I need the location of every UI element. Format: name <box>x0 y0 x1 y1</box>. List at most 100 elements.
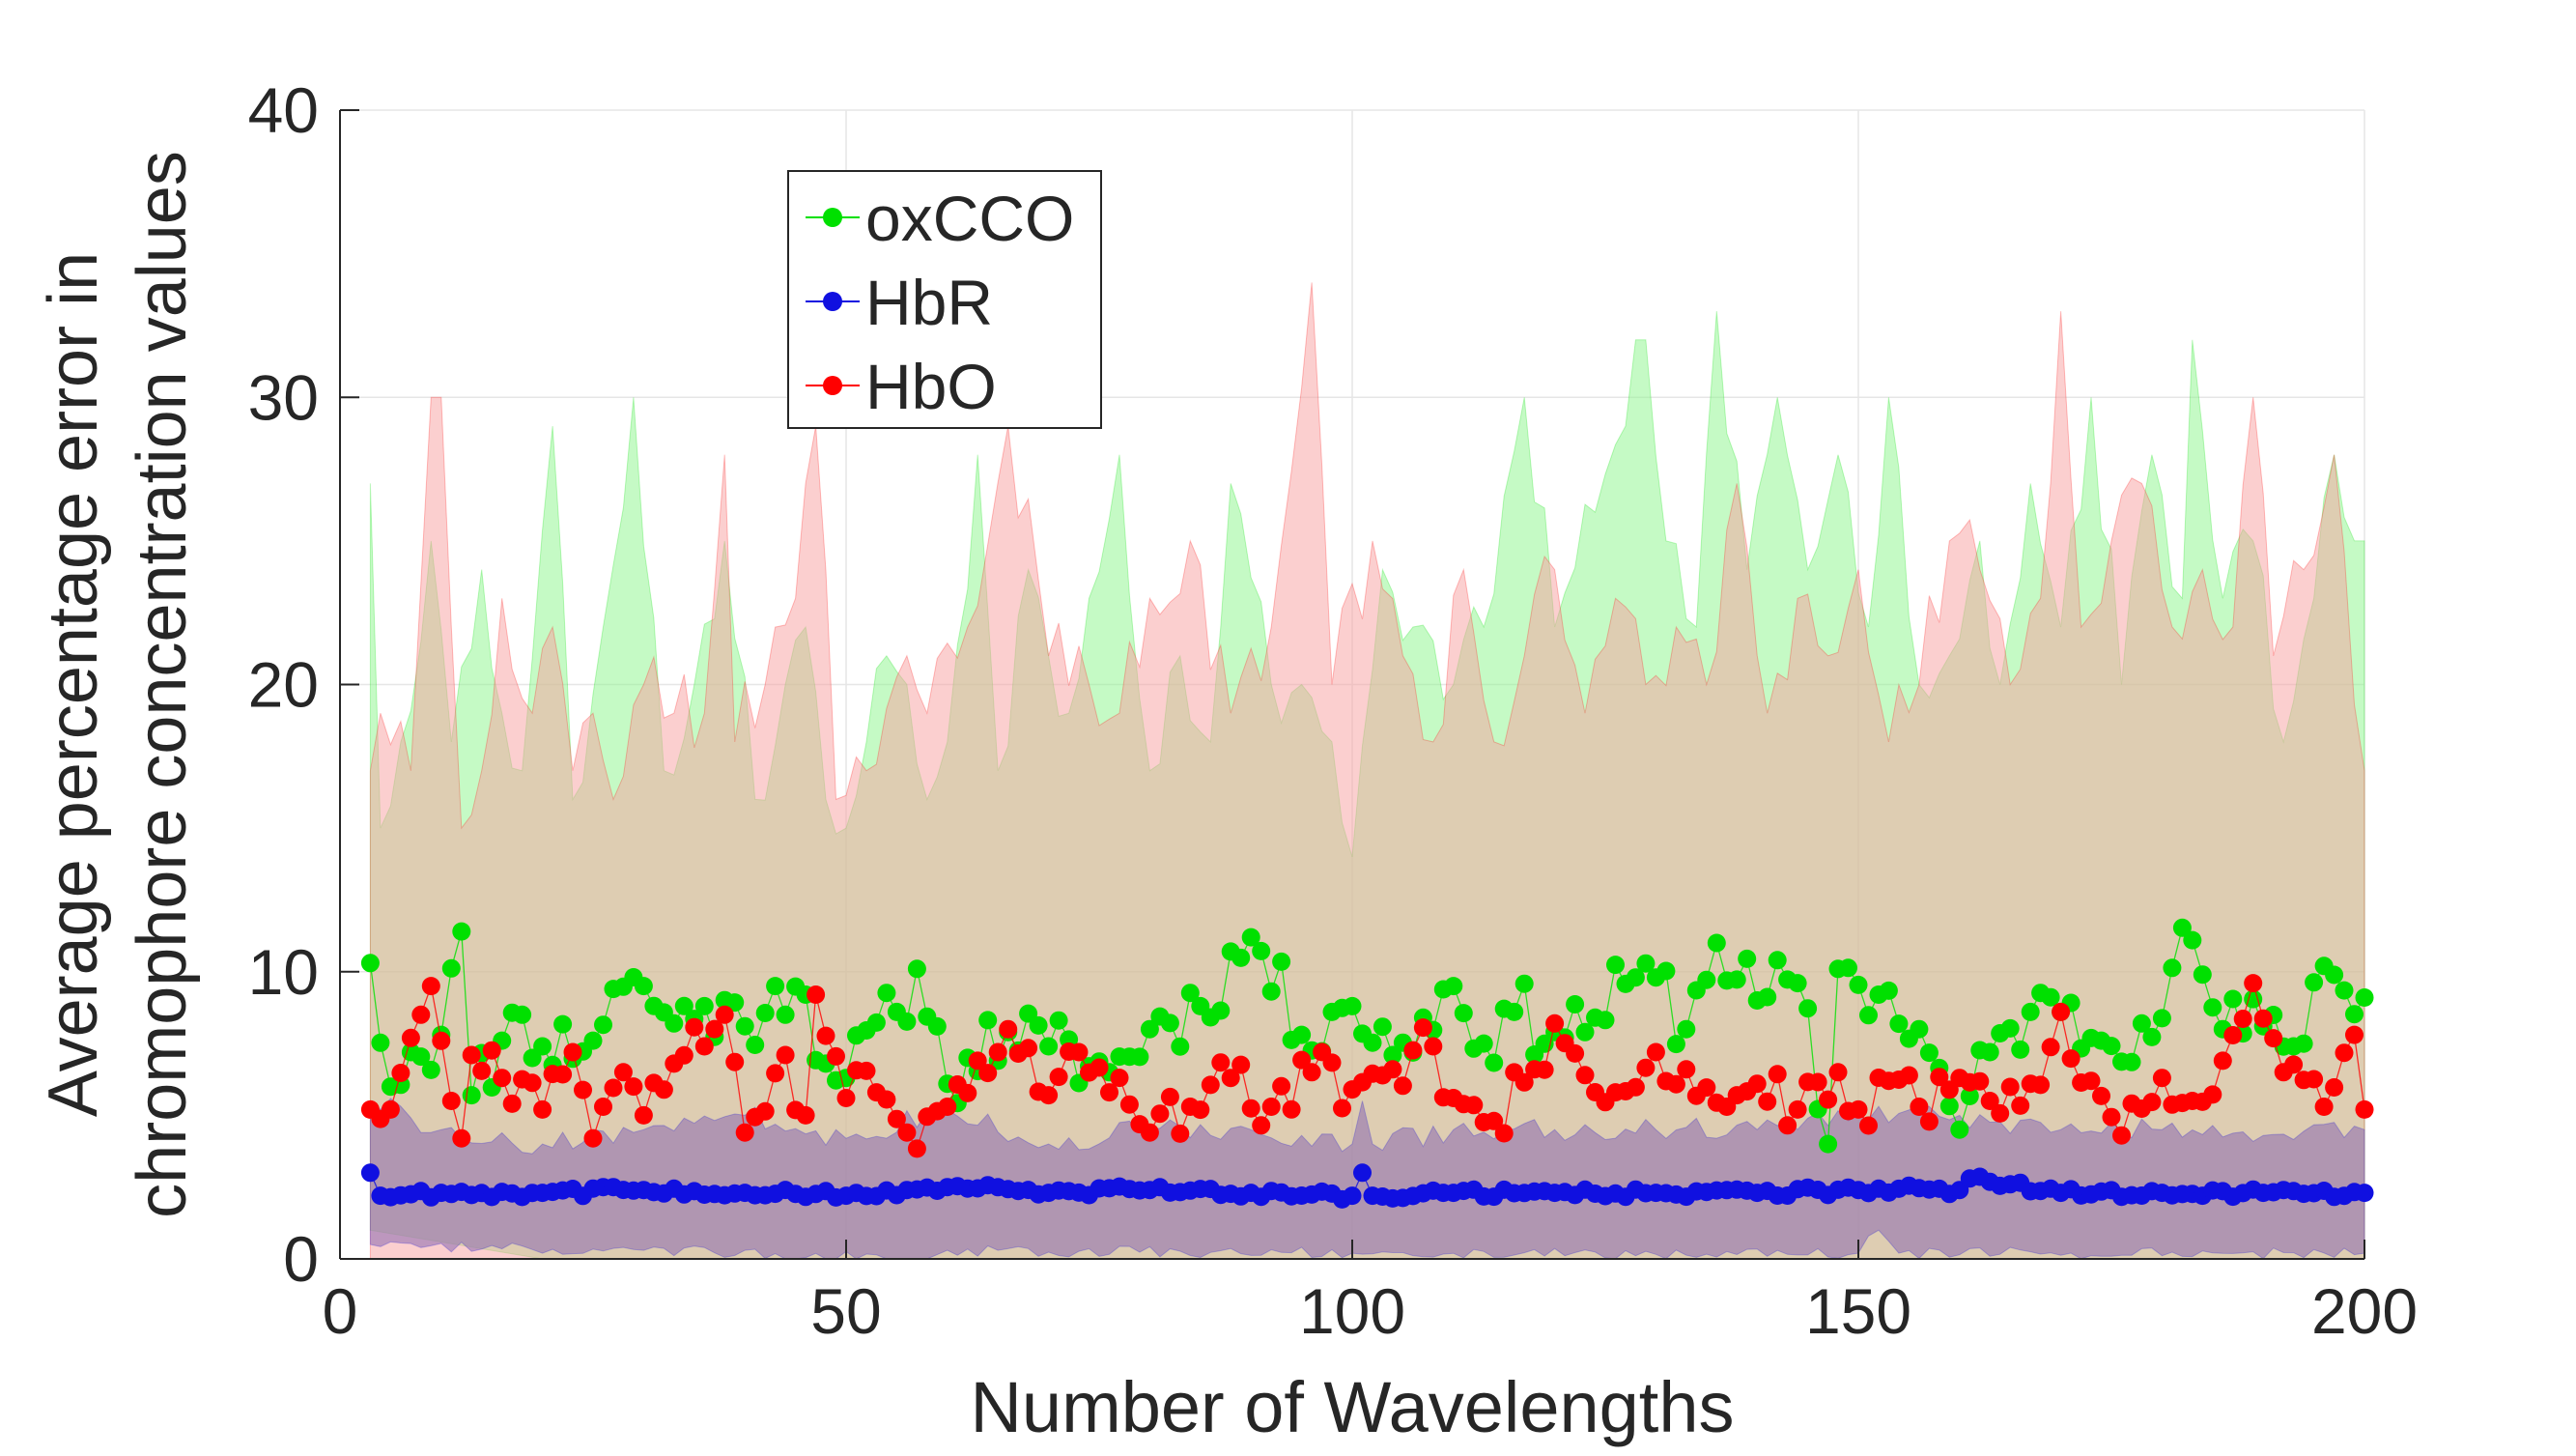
HbO-point <box>1677 1060 1696 1079</box>
oxCCO-point <box>553 1014 573 1034</box>
oxCCO-point <box>1566 995 1585 1013</box>
axes: 0 50 100 150 200 0 10 20 30 40 Number of Wavelengt… <box>35 74 2418 1447</box>
oxCCO-point <box>1272 952 1291 971</box>
oxCCO-point <box>533 1037 552 1056</box>
oxCCO-point <box>1029 1015 1048 1035</box>
HbO-point <box>472 1061 492 1080</box>
HbO-point <box>1849 1099 1868 1119</box>
y-tick-label: 20 <box>248 649 319 721</box>
legend: oxCCO HbR HbO <box>787 170 1102 429</box>
oxCCO-point <box>1160 1013 1179 1033</box>
oxCCO-point <box>583 1031 603 1050</box>
oxCCO-point <box>766 977 785 996</box>
HbO-point <box>1535 1060 1554 1079</box>
oxCCO-point <box>1839 958 1857 978</box>
oxCCO-point <box>1171 1037 1190 1056</box>
HbO-point <box>1778 1116 1798 1135</box>
x-tick-label: 50 <box>810 1275 881 1347</box>
HbO-point <box>807 985 826 1004</box>
HbO-point <box>1191 1100 1210 1120</box>
HbO-point <box>583 1128 603 1148</box>
HbO-point <box>755 1101 775 1121</box>
HbO-point <box>1241 1099 1260 1118</box>
HbO-point <box>1646 1042 1665 1062</box>
HbO-point <box>1393 1076 1412 1096</box>
HbO-point <box>1413 1018 1432 1038</box>
HbO-point <box>694 1037 714 1056</box>
HbO-point <box>999 1019 1018 1039</box>
HbO-point <box>938 1098 957 1116</box>
series-lines <box>360 918 2374 1209</box>
HbO-point <box>2152 1069 2171 1088</box>
oxCCO-point <box>1939 1097 1959 1116</box>
HbO-point <box>1322 1053 1342 1072</box>
HbO-point <box>2264 1029 2283 1048</box>
oxCCO-point <box>1049 1011 1068 1030</box>
y-tick-label: 10 <box>248 936 319 1008</box>
HbO-point <box>401 1028 420 1047</box>
oxCCO-point <box>452 922 471 941</box>
HbO-point <box>907 1139 926 1158</box>
HbO-point <box>1930 1068 1949 1087</box>
HbO-point <box>827 1046 845 1066</box>
HbO-point <box>2213 1051 2232 1071</box>
HbO-point <box>776 1045 795 1065</box>
HbO-point <box>452 1128 471 1148</box>
HbO-point <box>2244 974 2263 993</box>
HbO-point <box>2000 1077 2020 1097</box>
HbO-point <box>685 1017 704 1037</box>
oxCCO-point <box>1241 928 1260 947</box>
HbO-point <box>1788 1099 1807 1119</box>
oxCCO-point <box>2000 1018 2020 1038</box>
HbO-point <box>715 1005 734 1024</box>
HbO-point <box>1333 1099 1351 1118</box>
HbO-point <box>391 1064 410 1082</box>
HbO-point <box>502 1094 522 1113</box>
HbO-point <box>2112 1126 2131 1145</box>
oxCCO-point <box>1677 1019 1696 1039</box>
HbO-point <box>1828 1063 1848 1082</box>
HbO-point <box>1221 1069 1240 1088</box>
HbO-point <box>553 1065 573 1084</box>
oxCCO-point <box>2335 981 2354 1000</box>
HbO-point <box>2203 1085 2222 1104</box>
oxCCO-point <box>1919 1043 1939 1063</box>
oxCCO-point <box>725 993 745 1013</box>
HbO-point <box>604 1078 623 1098</box>
oxCCO-point <box>2244 989 2263 1009</box>
oxCCO-point <box>877 984 896 1003</box>
oxCCO-point <box>755 1004 775 1022</box>
oxCCO-point <box>1596 1011 1615 1030</box>
oxCCO-point <box>2223 989 2243 1009</box>
oxCCO-point <box>907 959 926 979</box>
HbO-point <box>1231 1055 1251 1074</box>
HbO-point <box>2355 1099 2374 1119</box>
oxCCO-point <box>411 1047 431 1067</box>
HbO-point <box>887 1109 906 1128</box>
oxCCO-point <box>441 958 461 978</box>
oxCCO-point <box>1505 1002 1524 1021</box>
oxCCO-point <box>513 1005 532 1024</box>
oxCCO-point <box>2345 1005 2364 1024</box>
HbO-point <box>654 1080 673 1099</box>
HbO-point <box>2142 1093 2162 1112</box>
oxCCO-point <box>1666 1035 1685 1054</box>
HbO-point <box>2335 1043 2354 1063</box>
HbO-point <box>1090 1058 1109 1077</box>
HbO-point <box>523 1073 542 1093</box>
HbO-point <box>574 1080 592 1099</box>
HbO-point <box>1819 1090 1838 1109</box>
oxCCO-point <box>1859 1006 1878 1025</box>
HbO-point <box>2253 1009 2273 1028</box>
HbO-point <box>533 1099 552 1119</box>
HbO-point <box>1464 1096 1484 1115</box>
HbO-point <box>1150 1104 1170 1124</box>
HbO-point <box>2081 1071 2101 1091</box>
HbO-point <box>1252 1116 1271 1135</box>
HbO-point <box>634 1105 653 1125</box>
HbO-point <box>441 1092 461 1110</box>
oxCCO-point <box>2294 1034 2313 1053</box>
HbO-point <box>796 1105 815 1125</box>
HbO-point <box>1403 1041 1423 1060</box>
